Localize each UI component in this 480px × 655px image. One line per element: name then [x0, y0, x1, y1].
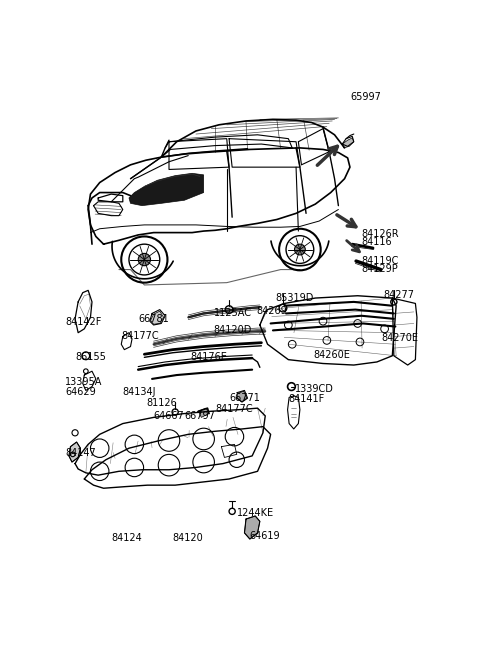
- Text: 84260E: 84260E: [314, 350, 350, 360]
- Text: 64629: 64629: [65, 386, 96, 396]
- Text: 66781: 66781: [138, 314, 169, 324]
- Polygon shape: [238, 391, 247, 402]
- Text: 66797: 66797: [184, 411, 215, 421]
- Polygon shape: [244, 516, 260, 539]
- Text: 64667: 64667: [154, 411, 184, 421]
- Text: 85319D: 85319D: [275, 293, 313, 303]
- Text: 1125AC: 1125AC: [214, 308, 252, 318]
- Text: 1244KE: 1244KE: [237, 508, 274, 518]
- Text: 84120D: 84120D: [214, 325, 252, 335]
- Text: 84120: 84120: [173, 533, 204, 543]
- Circle shape: [138, 253, 151, 266]
- Text: 84147: 84147: [65, 448, 96, 458]
- Text: 84269: 84269: [256, 306, 287, 316]
- Text: 81126: 81126: [146, 398, 177, 408]
- Text: 84177C: 84177C: [215, 403, 253, 413]
- Polygon shape: [198, 408, 209, 417]
- Text: 84141F: 84141F: [288, 394, 324, 404]
- Text: 84270E: 84270E: [382, 333, 419, 343]
- Text: 13395A: 13395A: [65, 377, 102, 387]
- Polygon shape: [151, 311, 164, 324]
- Text: 84134J: 84134J: [123, 386, 156, 396]
- Text: 84176E: 84176E: [191, 352, 228, 362]
- Circle shape: [295, 244, 305, 255]
- Text: 84116: 84116: [361, 237, 392, 247]
- Text: 86155: 86155: [75, 352, 106, 362]
- Text: 84129P: 84129P: [361, 264, 398, 274]
- Text: 84124: 84124: [111, 533, 142, 543]
- Polygon shape: [342, 138, 354, 148]
- Text: 65997: 65997: [351, 92, 382, 102]
- Text: 84119C: 84119C: [361, 255, 399, 266]
- Text: 84277: 84277: [383, 290, 414, 301]
- Text: 84177C: 84177C: [121, 331, 159, 341]
- Text: 84126R: 84126R: [361, 229, 399, 239]
- Text: 84142F: 84142F: [65, 317, 101, 328]
- Text: 64619: 64619: [250, 531, 280, 542]
- Polygon shape: [69, 442, 81, 462]
- Text: 1339CD: 1339CD: [295, 384, 334, 394]
- Polygon shape: [129, 174, 204, 206]
- Text: 66771: 66771: [229, 393, 260, 403]
